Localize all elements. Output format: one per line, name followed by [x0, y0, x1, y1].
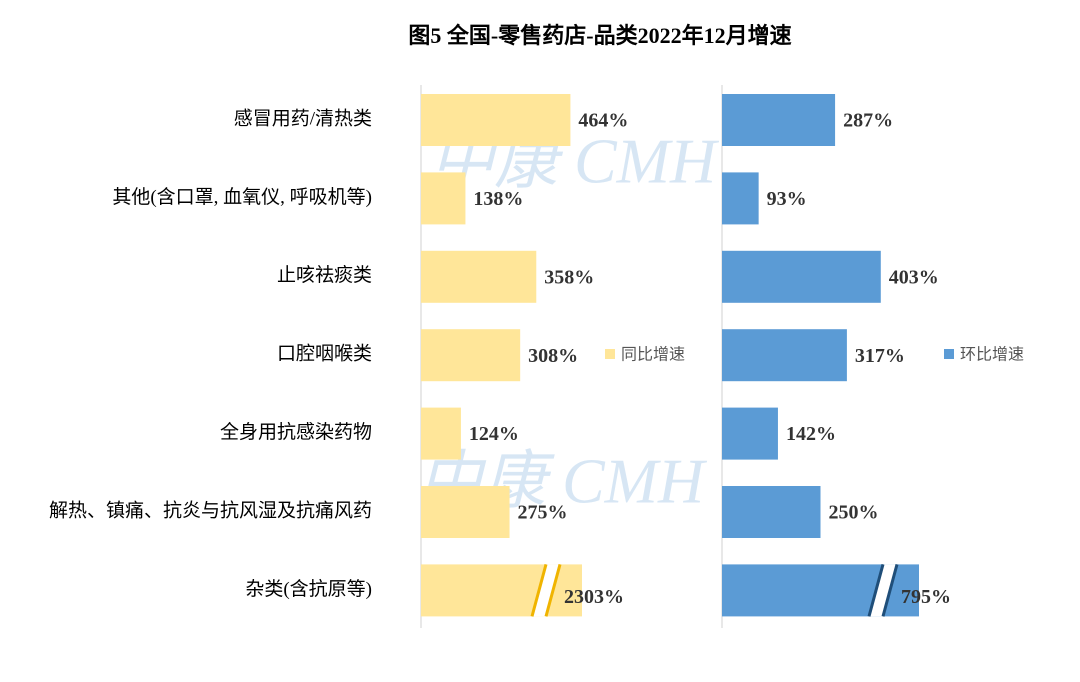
bar — [421, 407, 461, 460]
category-label: 全身用抗感染药物 — [220, 421, 372, 443]
data-label: 317% — [855, 345, 905, 367]
axis-break — [544, 564, 562, 617]
data-label: 287% — [843, 110, 893, 132]
data-label: 403% — [889, 266, 939, 288]
legend-swatch — [605, 349, 615, 359]
data-label: 93% — [767, 188, 807, 210]
bar — [722, 250, 881, 303]
axis-break — [530, 564, 548, 617]
bar — [421, 486, 510, 538]
data-label: 138% — [473, 188, 523, 210]
chart-title: 图5 全国-零售药店-品类2022年12月增速 — [408, 23, 791, 48]
data-label: 308% — [528, 345, 578, 367]
category-label: 其他(含口罩, 血氧仪, 呼吸机等) — [112, 186, 372, 208]
data-label: 464% — [578, 110, 628, 132]
bar — [722, 486, 821, 538]
axis-break — [867, 564, 885, 617]
legend-label: 同比增速 — [621, 345, 685, 364]
legend-swatch — [944, 349, 954, 359]
bar — [722, 407, 778, 460]
axis-break — [532, 564, 560, 617]
data-label: 250% — [829, 502, 879, 524]
data-label: 142% — [786, 423, 836, 445]
bar — [421, 329, 521, 382]
category-label: 解热、镇痛、抗炎与抗风湿及抗痛风药 — [49, 499, 372, 521]
data-label: 124% — [469, 423, 519, 445]
category-label: 杂类(含抗原等) — [245, 578, 372, 600]
legend-label: 环比增速 — [960, 345, 1024, 364]
data-label: 795% — [901, 586, 951, 608]
axis-break — [881, 564, 899, 617]
category-label: 止咳祛痰类 — [277, 264, 372, 286]
bar — [421, 94, 571, 146]
bar — [722, 172, 759, 225]
axis-break — [869, 564, 897, 617]
data-label: 358% — [544, 266, 594, 288]
bar — [722, 329, 847, 382]
bar — [421, 172, 466, 225]
category-label: 口腔咽喉类 — [277, 343, 372, 365]
bar — [421, 250, 537, 303]
category-label: 感冒用药/清热类 — [234, 107, 372, 129]
bar — [722, 94, 836, 146]
data-label: 2303% — [564, 586, 624, 608]
data-label: 275% — [518, 502, 568, 524]
